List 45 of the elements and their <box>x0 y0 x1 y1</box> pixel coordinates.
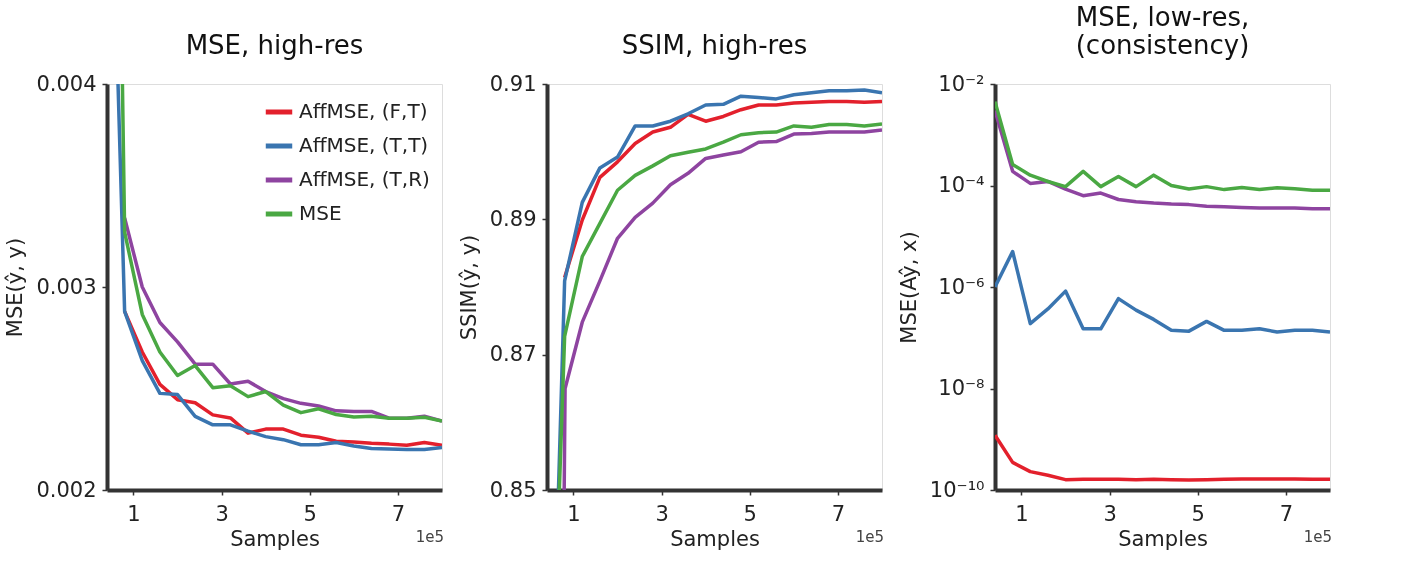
chart-title: MSE, high-res <box>185 30 364 60</box>
text: 1e5 <box>1303 528 1332 546</box>
y-tick-label: 0.85 <box>489 477 537 502</box>
y-tick-label: 10⁻⁸ <box>938 376 985 400</box>
y-tick-label: 10⁻⁴ <box>938 173 985 197</box>
x-tick-label: 1 <box>567 501 581 526</box>
text: 1e5 <box>415 528 444 546</box>
x-tick-label: 5 <box>1191 501 1205 526</box>
x-axis-title: Samples <box>230 526 320 551</box>
line-series <box>995 108 1330 211</box>
legend-label: AffMSE, (F,T) <box>299 99 428 123</box>
x-tick-label: 5 <box>303 501 317 526</box>
y-tick-label: 10⁻² <box>938 71 985 96</box>
legend-label: MSE <box>299 201 342 225</box>
line-series <box>995 99 1330 192</box>
x-axis-title: Samples <box>670 526 760 551</box>
legend-label: AffMSE, (T,R) <box>299 167 430 191</box>
y-tick-label: 0.89 <box>489 206 537 231</box>
x-tick-label: 3 <box>1103 501 1117 526</box>
y-tick-label: 10⁻⁶ <box>938 274 985 299</box>
line-series <box>995 249 1330 334</box>
x-tick-label: 7 <box>1279 501 1294 526</box>
x-tick-label: 3 <box>215 501 229 526</box>
x-tick-label: 5 <box>743 501 757 526</box>
y-tick-label: 0.87 <box>489 342 537 367</box>
legend-label: AffMSE, (T,T) <box>299 133 429 157</box>
line-series <box>995 433 1330 482</box>
y-axis-title: MSE(ŷ, y) <box>3 237 28 338</box>
y-axis-title: SSIM(ŷ, y) <box>456 234 481 341</box>
chart-title: SSIM, high-res <box>621 30 808 60</box>
x-tick-label: 3 <box>655 501 669 526</box>
y-tick-label: 0.004 <box>36 71 97 96</box>
y-tick-label: 0.91 <box>489 71 537 96</box>
x-tick-label: 1 <box>1015 501 1029 526</box>
y-tick-label: 0.003 <box>36 274 97 299</box>
chart-title: MSE, low-res, (consistency) <box>1075 2 1250 60</box>
x-tick-label: 1 <box>127 501 141 526</box>
x-axis-title: Samples <box>1118 526 1208 551</box>
y-tick-label: 10⁻¹⁰ <box>929 477 985 502</box>
text: 1e5 <box>855 528 884 546</box>
x-tick-label: 7 <box>831 501 846 526</box>
y-axis-title: MSE(Aŷ, x) <box>896 231 921 344</box>
x-tick-label: 7 <box>391 501 406 526</box>
y-tick-label: 0.002 <box>36 477 97 502</box>
line-series <box>562 99 882 280</box>
